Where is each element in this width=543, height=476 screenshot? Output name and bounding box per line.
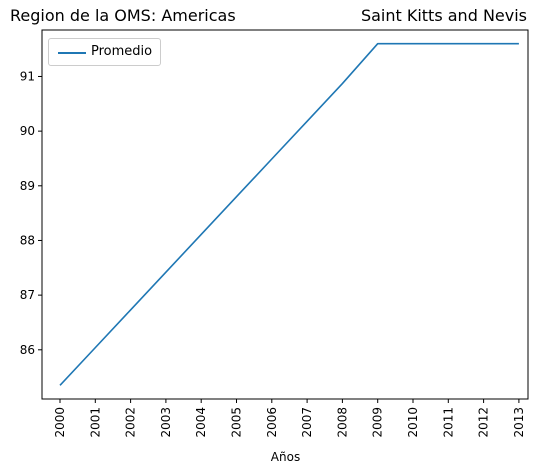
x-tick-label: 2013 <box>512 407 526 438</box>
x-tick-label: 2009 <box>371 407 385 438</box>
y-tick-label: 90 <box>20 124 35 138</box>
y-tick-label: 91 <box>20 69 35 83</box>
x-tick-label: 2005 <box>230 407 244 438</box>
x-axis-label: Años <box>0 450 543 464</box>
x-tick-label: 2002 <box>124 407 138 438</box>
legend-label: Promedio <box>91 44 153 59</box>
x-tick-label: 2008 <box>335 407 349 438</box>
legend-line-swatch <box>58 52 86 54</box>
y-tick-label: 89 <box>20 179 35 193</box>
chart-title-left: Region de la OMS: Americas <box>10 6 236 25</box>
y-tick-label: 87 <box>20 288 35 302</box>
y-tick-label: 86 <box>20 343 35 357</box>
legend: Promedio <box>48 38 161 66</box>
x-tick-label: 2010 <box>406 407 420 438</box>
x-axis-label-text: Años <box>270 450 301 464</box>
x-tick-label: 2000 <box>53 407 67 438</box>
x-tick-label: 2004 <box>194 407 208 438</box>
x-tick-label: 2003 <box>159 407 173 438</box>
y-tick-label: 88 <box>20 233 35 247</box>
x-tick-label: 2012 <box>477 407 491 438</box>
series-line <box>59 42 519 386</box>
x-tick-label: 2001 <box>88 407 102 438</box>
x-tick-label: 2007 <box>300 407 314 438</box>
x-tick-label: 2011 <box>441 407 455 438</box>
x-tick-label: 2006 <box>265 407 279 438</box>
chart-title-right: Saint Kitts and Nevis <box>360 6 527 25</box>
plot-frame <box>41 29 529 400</box>
